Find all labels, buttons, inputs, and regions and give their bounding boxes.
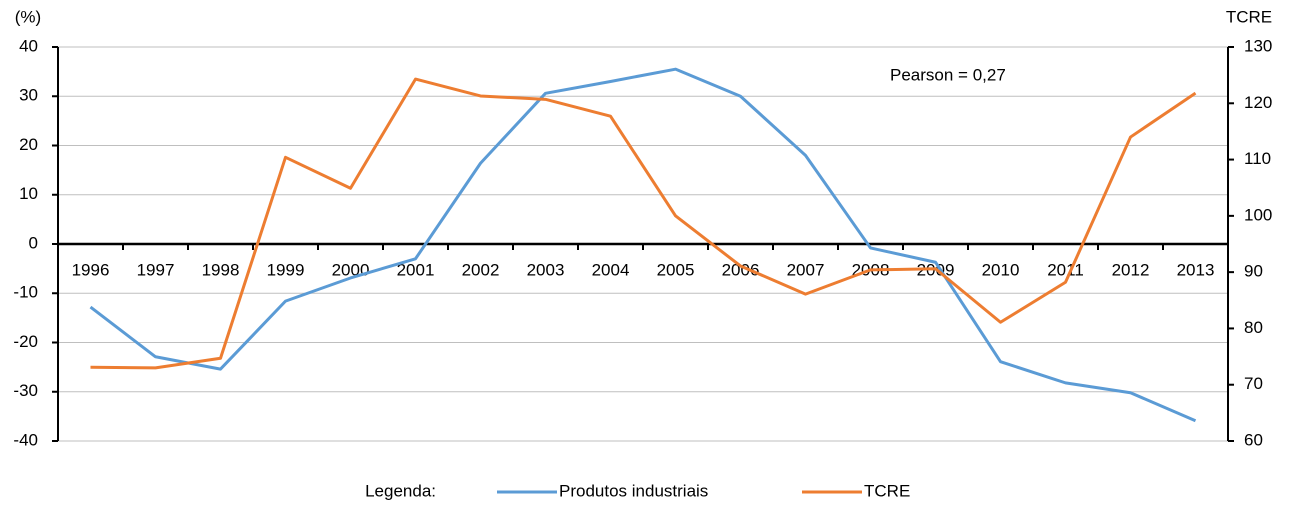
- x-tick-label: 2003: [527, 260, 565, 279]
- x-tick-label: 1999: [267, 260, 305, 279]
- legend-title: Legenda:: [365, 481, 436, 500]
- y-tick-label: 30: [19, 86, 38, 105]
- x-tick-label: 2004: [592, 260, 630, 279]
- x-tick-label: 2013: [1177, 260, 1215, 279]
- y2-tick-label: 80: [1244, 318, 1263, 337]
- y-tick-label: 40: [19, 36, 38, 55]
- y2-tick-label: 100: [1244, 205, 1272, 224]
- x-tick-label: 1996: [72, 260, 110, 279]
- x-tick-label: 2001: [397, 260, 435, 279]
- x-tick-label: 2007: [787, 260, 825, 279]
- series-line: [89, 67, 1197, 423]
- y2-tick-label: 130: [1244, 36, 1272, 55]
- y-axis-label: (%): [15, 7, 41, 26]
- y-tick-label: -20: [13, 332, 38, 351]
- legend-label: Produtos industriais: [559, 481, 708, 500]
- y2-tick-label: 120: [1244, 93, 1272, 112]
- x-tick-label: 2002: [462, 260, 500, 279]
- series-line: [90, 77, 1197, 370]
- y2-tick-label: 90: [1244, 262, 1263, 281]
- y-tick-label: 10: [19, 184, 38, 203]
- y-tick-label: -10: [13, 283, 38, 302]
- x-tick-label: 2005: [657, 260, 695, 279]
- y2-tick-label: 110: [1244, 149, 1271, 168]
- y-tick-label: -30: [13, 381, 38, 400]
- x-tick-label: 2012: [1112, 260, 1150, 279]
- x-tick-label: 2011: [1047, 260, 1084, 279]
- annotation: Pearson = 0,27: [890, 65, 1006, 84]
- legend-label: TCRE: [864, 481, 910, 500]
- y2-tick-label: 70: [1244, 374, 1263, 393]
- x-tick-label: 2006: [722, 260, 760, 279]
- x-tick-label: 1997: [137, 260, 175, 279]
- y-tick-label: -40: [13, 430, 38, 449]
- y-tick-label: 20: [19, 135, 38, 154]
- y2-axis-label: TCRE: [1226, 7, 1272, 26]
- y-tick-label: 0: [29, 233, 38, 252]
- y2-tick-label: 60: [1244, 430, 1263, 449]
- x-tick-label: 1998: [202, 260, 240, 279]
- x-tick-label: 2010: [982, 260, 1020, 279]
